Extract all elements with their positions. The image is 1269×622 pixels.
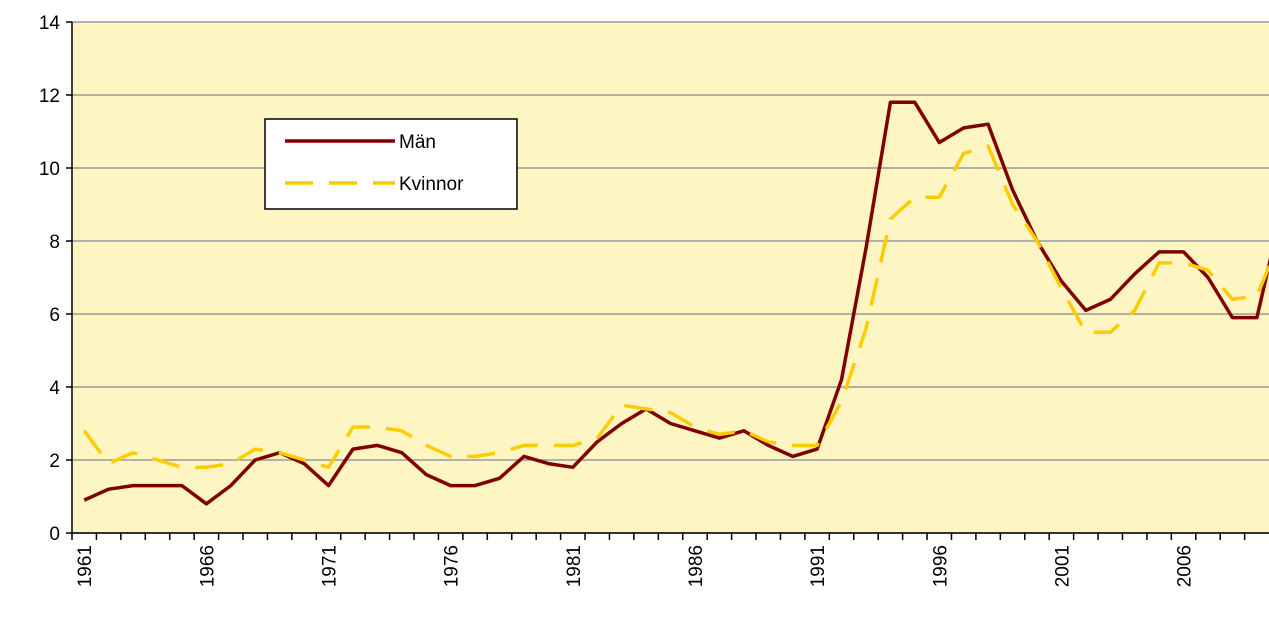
- legend-label: Kvinnor: [399, 174, 464, 195]
- x-tick-label: 1991: [808, 545, 829, 587]
- y-tick-label: 6: [49, 305, 60, 326]
- y-tick-label: 14: [39, 13, 61, 34]
- x-tick-label: 1996: [930, 545, 951, 587]
- y-tick-label: 12: [39, 86, 60, 107]
- plot-area: [72, 22, 1269, 533]
- y-tick-label: 4: [49, 378, 60, 399]
- legend-label: Män: [399, 132, 436, 153]
- x-tick-label: 1961: [75, 545, 96, 587]
- x-tick-label: 1976: [442, 545, 463, 587]
- y-tick-label: 0: [49, 524, 60, 545]
- y-tick-label: 8: [49, 232, 60, 253]
- series-line: [82, 144, 1269, 470]
- x-tick-label: 2001: [1052, 545, 1073, 587]
- x-tick-label: 1971: [320, 545, 341, 587]
- x-tick-label: 2006: [1175, 545, 1196, 587]
- y-tick-label: 10: [39, 159, 60, 180]
- x-tick-label: 1981: [564, 545, 585, 587]
- x-tick-label: 1986: [686, 545, 707, 587]
- x-tick-label: 1966: [197, 545, 218, 587]
- legend-box: [264, 118, 518, 210]
- y-tick-label: 2: [49, 451, 60, 472]
